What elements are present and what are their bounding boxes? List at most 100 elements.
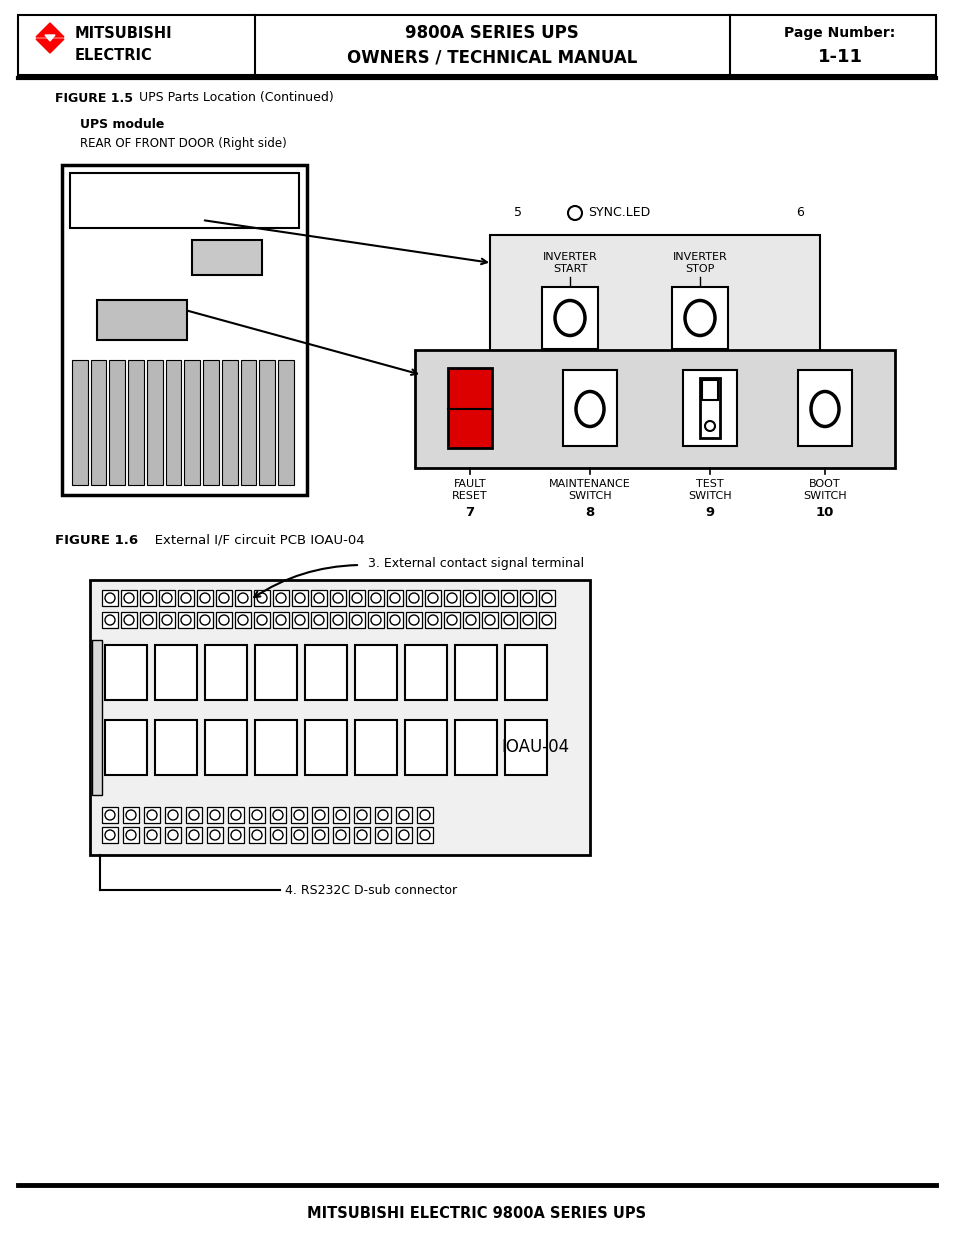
Text: 6: 6	[795, 206, 803, 220]
Bar	[330, 613, 346, 629]
Circle shape	[356, 810, 367, 820]
Bar	[159, 590, 174, 606]
Circle shape	[256, 615, 267, 625]
Bar	[291, 827, 307, 844]
Text: 5: 5	[514, 206, 521, 220]
Bar	[291, 806, 307, 823]
Bar	[105, 645, 147, 700]
Bar	[123, 827, 139, 844]
Text: MAINTENANCE: MAINTENANCE	[549, 479, 630, 489]
Bar	[128, 359, 144, 485]
Bar	[443, 613, 459, 629]
Bar	[349, 613, 365, 629]
Text: ELECTRIC: ELECTRIC	[75, 47, 152, 63]
Circle shape	[237, 593, 248, 603]
Circle shape	[541, 593, 552, 603]
Bar	[270, 806, 286, 823]
Bar	[455, 720, 497, 776]
Bar	[424, 590, 440, 606]
Bar	[62, 165, 307, 495]
Bar	[700, 378, 720, 438]
Text: External I/F circuit PCB IOAU-04: External I/F circuit PCB IOAU-04	[142, 534, 364, 547]
Circle shape	[231, 830, 241, 840]
Circle shape	[428, 615, 437, 625]
Bar	[671, 287, 727, 350]
Bar	[311, 613, 327, 629]
Bar	[144, 827, 160, 844]
Bar	[333, 827, 349, 844]
Circle shape	[419, 810, 430, 820]
Bar	[292, 590, 308, 606]
Bar	[140, 613, 156, 629]
Bar	[273, 613, 289, 629]
Bar	[205, 645, 247, 700]
Circle shape	[314, 593, 324, 603]
Bar	[292, 613, 308, 629]
Bar	[165, 827, 181, 844]
Bar	[253, 613, 270, 629]
Text: BOOT: BOOT	[808, 479, 840, 489]
Bar	[416, 827, 433, 844]
Circle shape	[162, 615, 172, 625]
Bar	[416, 806, 433, 823]
Bar	[207, 827, 223, 844]
Ellipse shape	[576, 391, 603, 426]
Circle shape	[147, 830, 157, 840]
Bar	[154, 645, 196, 700]
Circle shape	[275, 615, 286, 625]
Circle shape	[200, 593, 210, 603]
Bar	[504, 645, 546, 700]
Text: FIGURE 1.5: FIGURE 1.5	[55, 91, 132, 105]
Circle shape	[371, 593, 380, 603]
Circle shape	[105, 615, 115, 625]
Bar	[90, 580, 589, 855]
Circle shape	[704, 421, 714, 431]
Bar	[205, 720, 247, 776]
Circle shape	[356, 830, 367, 840]
Bar	[797, 370, 851, 446]
Bar	[207, 806, 223, 823]
Bar	[354, 806, 370, 823]
Ellipse shape	[684, 300, 714, 336]
Bar	[249, 806, 265, 823]
Circle shape	[409, 593, 418, 603]
Bar	[234, 613, 251, 629]
Bar	[253, 590, 270, 606]
Circle shape	[273, 830, 283, 840]
Bar	[144, 806, 160, 823]
Bar	[196, 613, 213, 629]
Text: UPS module: UPS module	[80, 119, 164, 131]
Bar	[105, 720, 147, 776]
Bar	[71, 359, 88, 485]
Bar	[355, 720, 396, 776]
Circle shape	[398, 830, 409, 840]
Bar	[154, 720, 196, 776]
Bar	[538, 613, 555, 629]
Bar	[375, 806, 391, 823]
Text: 1-11: 1-11	[817, 48, 862, 65]
Bar	[368, 590, 384, 606]
Circle shape	[294, 593, 305, 603]
Circle shape	[314, 830, 325, 840]
Text: START: START	[552, 264, 587, 274]
Circle shape	[503, 615, 514, 625]
Circle shape	[409, 615, 418, 625]
Circle shape	[219, 615, 229, 625]
Text: REAR OF FRONT DOOR (Right side): REAR OF FRONT DOOR (Right side)	[80, 137, 287, 149]
Circle shape	[390, 593, 399, 603]
Bar	[18, 15, 935, 75]
Ellipse shape	[555, 300, 584, 336]
Bar	[165, 806, 181, 823]
Bar	[519, 590, 536, 606]
Bar	[355, 645, 396, 700]
Circle shape	[390, 615, 399, 625]
Circle shape	[522, 593, 533, 603]
Bar	[192, 240, 262, 275]
Text: 3. External contact signal terminal: 3. External contact signal terminal	[368, 557, 583, 569]
Bar	[102, 590, 118, 606]
Bar	[387, 613, 402, 629]
Bar	[481, 613, 497, 629]
Circle shape	[294, 830, 304, 840]
Text: UPS Parts Location (Continued): UPS Parts Location (Continued)	[135, 91, 334, 105]
Bar	[311, 590, 327, 606]
